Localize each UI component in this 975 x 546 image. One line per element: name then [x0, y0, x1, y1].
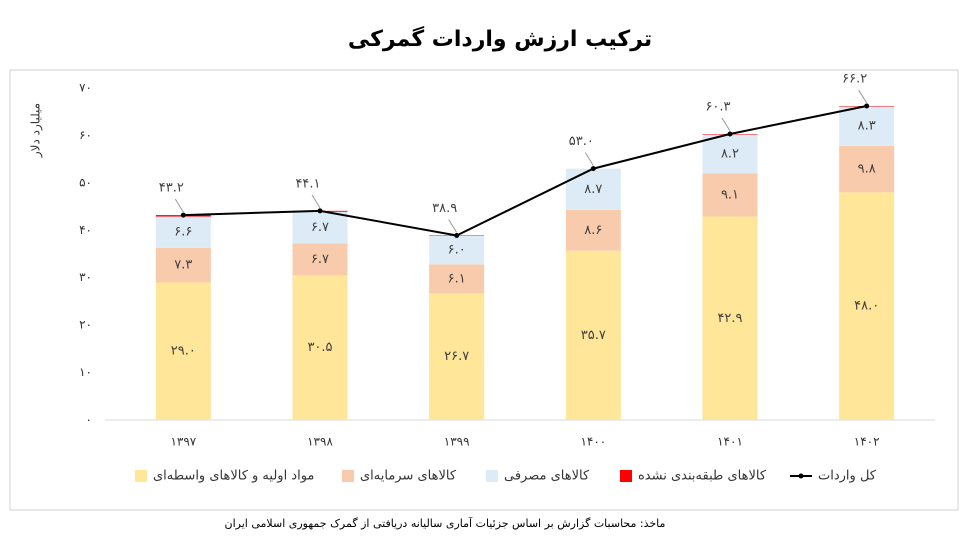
legend-label: کل واردات — [818, 469, 877, 484]
line-marker — [180, 212, 186, 218]
bar-segment — [565, 209, 621, 251]
label-leader — [858, 89, 868, 104]
data-label: ۴۲.۹ — [717, 311, 742, 326]
data-label: ۳۸.۹ — [432, 201, 457, 216]
x-tick-label: ۱۳۹۷ — [170, 435, 196, 449]
data-label: ۹.۸ — [858, 162, 876, 177]
label-leader — [584, 152, 594, 166]
data-label: ۶۰.۳ — [705, 100, 730, 115]
bar-segment — [429, 264, 485, 294]
y-tick-label: ۰ — [86, 413, 92, 427]
bar-segment — [565, 250, 621, 420]
bar-segment — [565, 168, 621, 210]
label-leader — [721, 117, 731, 132]
y-tick-label: ۷۰ — [79, 81, 92, 95]
bar-segment — [702, 134, 758, 174]
data-label: ۹.۱ — [721, 187, 739, 202]
source-note: ماخذ: محاسبات گزارش بر اساس جزئیات آماری… — [225, 516, 666, 530]
data-label: ۶.۷ — [311, 220, 329, 235]
legend-swatch — [620, 470, 632, 482]
data-label: ۴۸.۰ — [854, 299, 879, 314]
y-tick-label: ۱۰ — [79, 365, 92, 379]
bar-segment — [429, 235, 485, 265]
y-tick-label: ۲۰ — [79, 318, 92, 332]
data-label: ۸.۲ — [721, 146, 739, 161]
data-label: ۶.۶ — [174, 225, 192, 240]
bar-segment — [155, 282, 211, 420]
bar-segment — [839, 145, 895, 193]
bar-segment — [429, 293, 485, 420]
line-marker — [727, 131, 733, 137]
data-label: ۶.۰ — [448, 243, 466, 258]
y-tick-label: ۵۰ — [79, 175, 92, 189]
data-label: ۶۶.۲ — [842, 72, 867, 87]
data-label: ۲۹.۰ — [171, 344, 196, 359]
line-marker — [317, 208, 323, 214]
total-line — [183, 105, 867, 237]
data-label: ۶.۷ — [311, 252, 329, 267]
x-tick-label: ۱۳۹۸ — [307, 435, 333, 449]
label-leader — [174, 198, 184, 213]
data-label: ۳۵.۷ — [581, 328, 606, 343]
bar-segment — [155, 216, 211, 248]
line-marker — [864, 103, 870, 109]
y-tick-label: ۴۰ — [79, 223, 92, 237]
x-tick-label: ۱۴۰۰ — [580, 435, 606, 449]
bar-segment — [292, 243, 348, 276]
bar-segment — [155, 247, 211, 283]
data-label: ۴۴.۱ — [295, 176, 320, 191]
bar-segment — [292, 275, 348, 420]
chart-frame — [9, 69, 959, 511]
bar-segment — [702, 216, 758, 420]
data-label: ۴۳.۲ — [159, 181, 184, 196]
data-label: ۲۶.۷ — [444, 349, 469, 364]
y-tick-label: ۳۰ — [79, 270, 92, 284]
data-label: ۵۳.۰ — [569, 134, 594, 149]
y-axis-label: میلیارد دلار — [29, 103, 44, 158]
line-marker — [590, 166, 596, 172]
chart-title: ترکیب ارزش واردات گمرکی — [348, 25, 652, 52]
data-label: ۸.۷ — [584, 182, 602, 197]
bar-segment — [839, 106, 895, 146]
legend-swatch — [135, 470, 147, 482]
label-leader — [311, 194, 321, 209]
data-label: ۳۰.۵ — [307, 340, 332, 355]
line-marker — [454, 233, 460, 239]
legend-label: کالاهای سرمایه‌ای — [360, 469, 457, 484]
legend-swatch — [486, 470, 498, 482]
legend-label: کالاهای طبقه‌بندی نشده — [638, 469, 767, 484]
legend-label: مواد اولیه و کالاهای واسطه‌ای — [153, 469, 314, 484]
x-tick-label: ۱۳۹۹ — [444, 435, 470, 449]
bar-segment — [839, 192, 895, 420]
y-tick-label: ۶۰ — [79, 128, 92, 142]
legend-swatch — [798, 473, 804, 479]
data-label: ۶.۱ — [448, 271, 466, 286]
data-label: ۷.۳ — [174, 258, 192, 273]
x-tick-label: ۱۴۰۲ — [854, 435, 880, 449]
legend-swatch — [342, 470, 354, 482]
bar-segment — [292, 211, 348, 244]
data-label: ۸.۳ — [858, 119, 876, 134]
legend-label: کالاهای مصرفی — [504, 469, 590, 484]
x-tick-label: ۱۴۰۱ — [717, 435, 743, 449]
data-label: ۸.۶ — [584, 223, 602, 238]
bar-segment — [702, 173, 758, 217]
label-leader — [448, 219, 458, 233]
